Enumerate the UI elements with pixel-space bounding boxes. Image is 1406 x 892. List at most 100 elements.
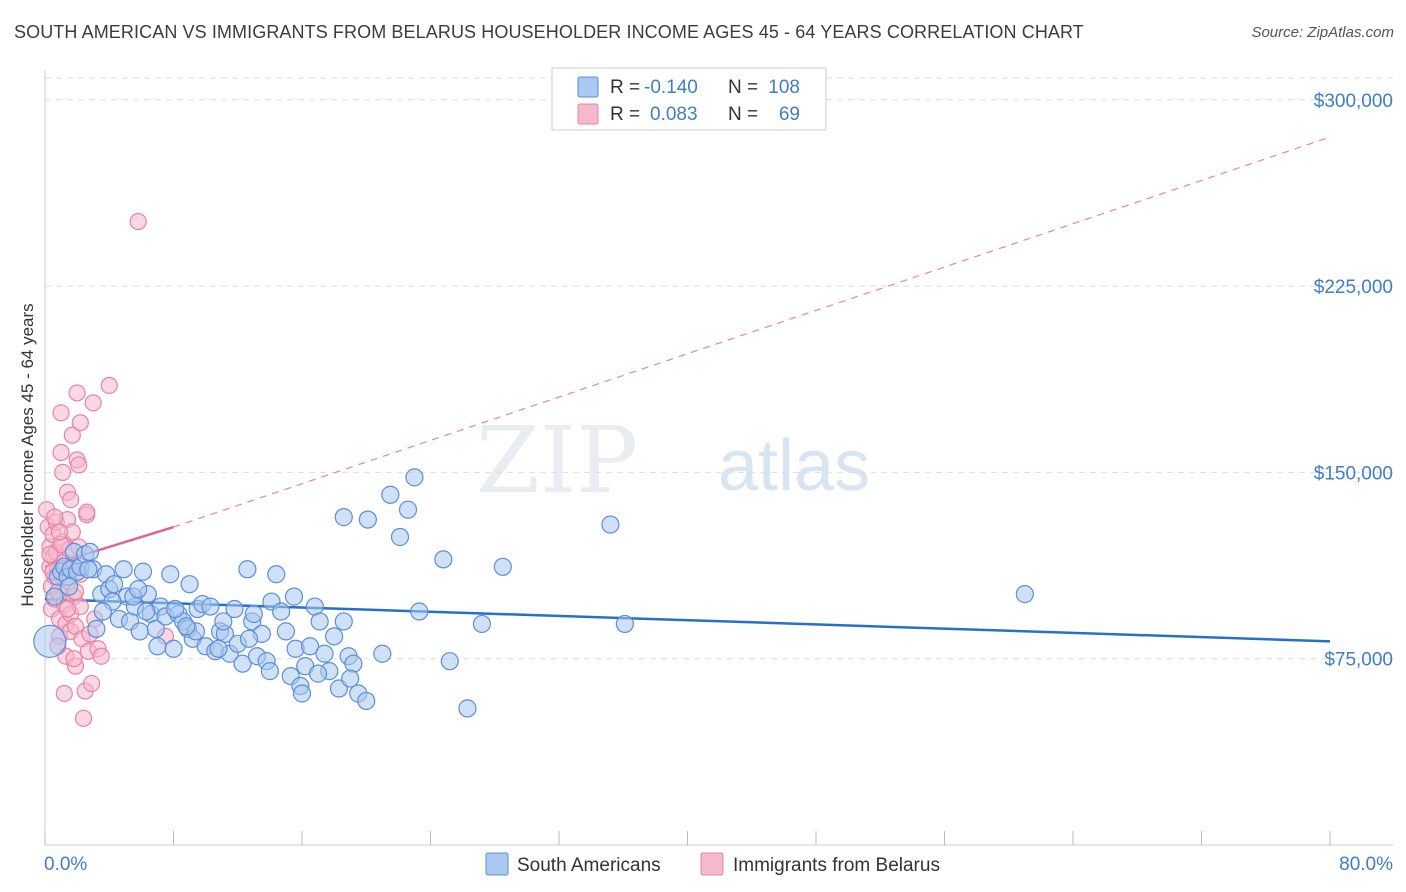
- point-south-americans: [114, 560, 133, 579]
- series-south-americans: [33, 468, 1034, 718]
- point-south-americans: [440, 652, 459, 671]
- point-immigrants-from-belarus: [52, 404, 70, 422]
- chart-title: SOUTH AMERICAN VS IMMIGRANTS FROM BELARU…: [14, 22, 1084, 42]
- point-south-americans: [239, 629, 259, 648]
- point-immigrants-from-belarus: [82, 674, 101, 693]
- point-south-americans: [358, 510, 377, 529]
- point-south-americans: [59, 577, 79, 596]
- x-tick-label-end: 80.0%: [1339, 854, 1393, 875]
- stats-r-value-2: 0.083: [650, 104, 698, 125]
- bottom-legend: South Americans Immigrants from Belarus: [485, 852, 940, 876]
- point-south-americans: [1015, 585, 1034, 604]
- point-south-americans: [601, 515, 620, 534]
- point-south-americans: [209, 639, 228, 658]
- point-immigrants-from-belarus: [65, 650, 83, 668]
- stats-legend: R = -0.140 N = 108 R = 0.083 N = 69: [551, 67, 827, 131]
- legend-swatch-south-americans: [485, 852, 509, 876]
- y-tick-label: $300,000: [1314, 91, 1393, 112]
- stats-r-value-1: -0.140: [644, 77, 698, 98]
- y-tick-label: $75,000: [1324, 650, 1393, 671]
- point-south-americans: [434, 550, 453, 569]
- stats-r-label-1: R =: [610, 77, 640, 98]
- point-immigrants-from-belarus: [46, 508, 64, 526]
- stats-n-value-2: 69: [779, 104, 800, 125]
- point-south-americans: [325, 627, 344, 646]
- point-immigrants-from-belarus: [58, 600, 77, 618]
- point-south-americans: [493, 557, 512, 576]
- point-south-americans: [334, 508, 353, 527]
- point-south-americans: [80, 542, 100, 561]
- point-south-americans: [233, 654, 252, 673]
- point-immigrants-from-belarus: [74, 709, 93, 727]
- point-south-americans: [615, 614, 634, 634]
- point-south-americans: [133, 562, 153, 581]
- point-south-americans: [104, 575, 124, 594]
- axis-ticks: $75,000 $150,000 $225,000 $300,000 0.0% 80.0%: [44, 91, 1393, 875]
- point-immigrants-from-belarus: [78, 503, 96, 521]
- legend-label-south-americans: South Americans: [517, 855, 661, 876]
- point-south-americans: [93, 602, 112, 621]
- y-tick-label: $150,000: [1314, 463, 1393, 484]
- point-south-americans: [373, 644, 392, 663]
- point-immigrants-from-belarus: [55, 684, 73, 703]
- pink-trend-extension: [173, 136, 1331, 528]
- point-south-americans: [472, 614, 491, 634]
- stats-n-value-1: 108: [768, 77, 800, 98]
- point-south-americans: [310, 612, 329, 631]
- point-immigrants-from-belarus: [129, 212, 147, 231]
- point-south-americans: [79, 560, 98, 579]
- point-immigrants-from-belarus: [84, 394, 102, 412]
- point-south-americans: [357, 691, 376, 711]
- point-south-americans: [201, 597, 220, 616]
- watermark: ZIP atlas: [476, 407, 870, 514]
- point-south-americans: [177, 617, 196, 636]
- point-immigrants-from-belarus: [92, 647, 110, 665]
- point-south-americans: [33, 624, 67, 658]
- point-south-americans: [308, 664, 328, 683]
- point-south-americans: [458, 699, 477, 718]
- point-south-americans: [405, 468, 424, 487]
- point-immigrants-from-belarus: [62, 491, 80, 509]
- point-south-americans: [225, 599, 244, 619]
- point-south-americans: [284, 587, 304, 606]
- y-tick-label: $225,000: [1314, 277, 1393, 298]
- point-south-americans: [315, 644, 334, 663]
- point-south-americans: [180, 575, 199, 594]
- point-immigrants-from-belarus: [52, 443, 70, 462]
- point-south-americans: [161, 565, 180, 584]
- point-south-americans: [260, 662, 279, 681]
- point-immigrants-from-belarus: [54, 463, 72, 482]
- point-south-americans: [381, 485, 400, 504]
- point-south-americans: [130, 622, 149, 641]
- point-south-americans: [272, 602, 291, 621]
- blue-trend-line: [44, 597, 1331, 643]
- point-south-americans: [87, 619, 106, 638]
- point-south-americans: [410, 602, 429, 621]
- point-south-americans: [300, 637, 320, 656]
- point-south-americans: [341, 669, 360, 688]
- stats-legend-swatch-pink: [577, 103, 599, 125]
- legend-label-immigrants-from-belarus: Immigrants from Belarus: [733, 855, 940, 876]
- source-label: Source: ZipAtlas.com: [1251, 24, 1394, 41]
- axes: [44, 70, 1393, 846]
- legend-swatch-immigrants-from-belarus: [700, 852, 724, 876]
- stats-legend-swatch-blue: [577, 76, 599, 98]
- point-south-americans: [45, 587, 64, 606]
- point-south-americans: [164, 639, 183, 658]
- point-south-americans: [137, 602, 156, 621]
- point-south-americans: [129, 580, 148, 599]
- point-south-americans: [148, 637, 167, 656]
- stats-n-label-2: N =: [728, 104, 758, 125]
- point-immigrants-from-belarus: [71, 414, 89, 432]
- point-south-americans: [398, 500, 418, 519]
- point-south-americans: [390, 527, 410, 547]
- point-immigrants-from-belarus: [100, 376, 118, 395]
- watermark-atlas: atlas: [718, 426, 870, 506]
- point-south-americans: [334, 612, 353, 631]
- x-tick-label-start: 0.0%: [44, 854, 87, 875]
- point-south-americans: [292, 684, 312, 703]
- trend-lines: [44, 136, 1331, 643]
- point-south-americans: [276, 622, 296, 641]
- stats-n-label-1: N =: [728, 77, 758, 98]
